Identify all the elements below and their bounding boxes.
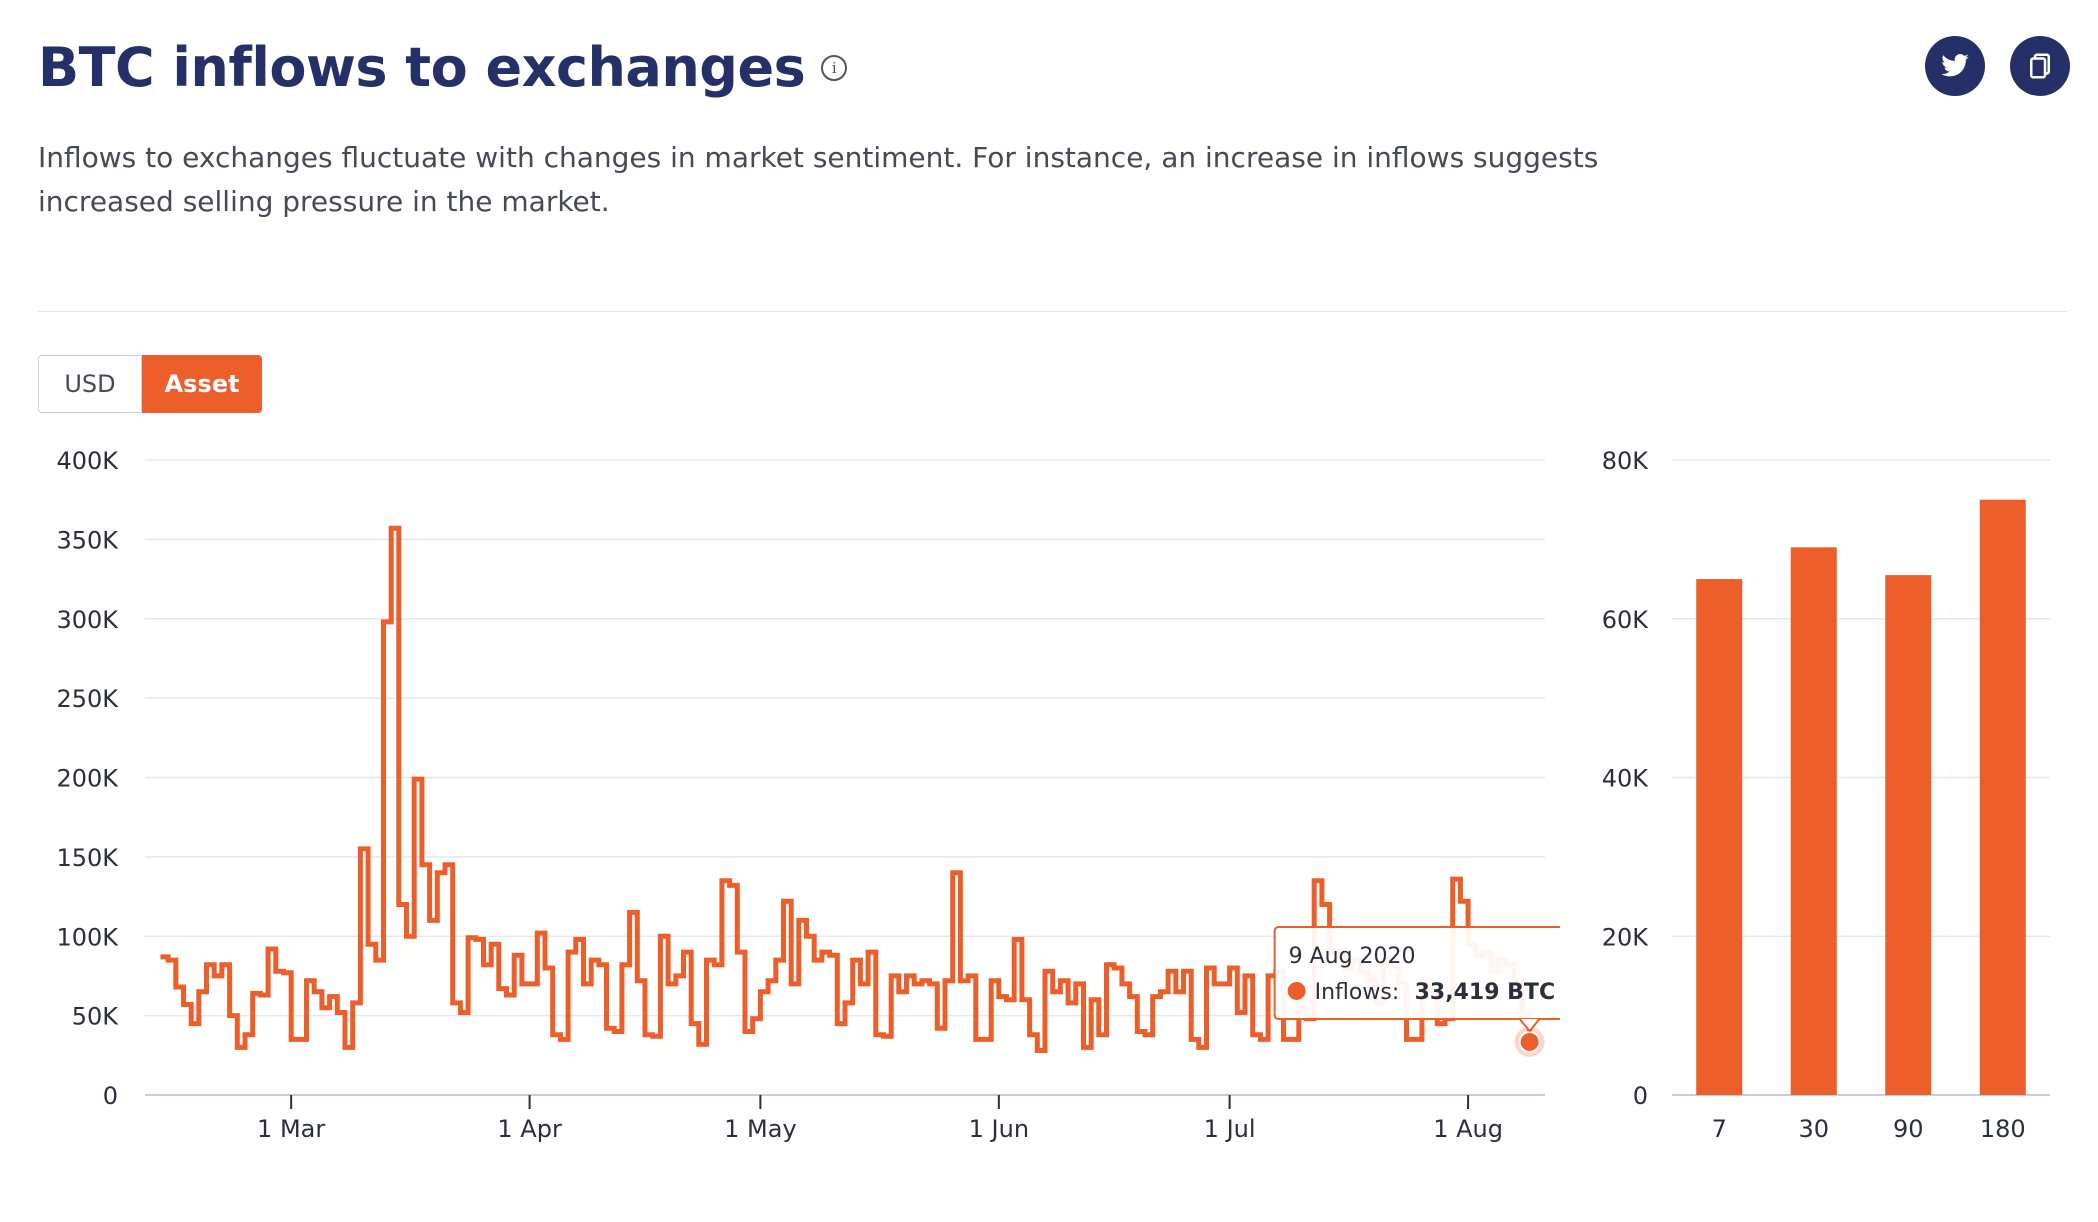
chart-description: Inflows to exchanges fluctuate with chan… xyxy=(38,141,1599,218)
x-tick-label: 7 xyxy=(1712,1115,1727,1143)
bar-180 xyxy=(1979,499,2026,1095)
y-tick-label: 300K xyxy=(56,606,119,634)
copy-icon xyxy=(2030,53,2050,79)
twitter-share-button[interactable] xyxy=(1925,36,1985,96)
info-icon[interactable]: i xyxy=(821,54,848,81)
bar-90 xyxy=(1885,575,1932,1095)
usd-toggle-button[interactable]: USD xyxy=(38,355,142,413)
x-tick-label: 90 xyxy=(1893,1115,1924,1143)
y-tick-label: 0 xyxy=(1633,1082,1648,1110)
x-tick-label: 1 Apr xyxy=(497,1115,562,1143)
x-tick-label: 180 xyxy=(1980,1115,2026,1143)
tooltip: 9 Aug 2020 Inflows: 33,419 BTC xyxy=(1273,925,1560,1033)
y-tick-label: 100K xyxy=(56,923,119,951)
y-tick-label: 250K xyxy=(56,685,119,713)
inflows-line-chart: 0 50K 100K 150K 200K 250K 300K 350K 400K 1 Mar 1 A… xyxy=(56,447,1560,1143)
tooltip-pointer xyxy=(1518,1018,1541,1033)
tooltip-value: 33,419 BTC xyxy=(1415,980,1555,1005)
x-tick-label: 30 xyxy=(1798,1115,1829,1143)
y-tick-label: 20K xyxy=(1602,923,1650,951)
x-tick-label: 1 Jun xyxy=(969,1115,1029,1143)
page-title: BTC inflows to exchanges xyxy=(38,36,806,99)
y-tick-label: 0 xyxy=(103,1082,118,1110)
inflows-bar-chart: 0 20K 40K 60K 80K 7 30 90 180 xyxy=(1602,447,2050,1143)
hover-point xyxy=(1518,1030,1541,1053)
tooltip-series-marker xyxy=(1287,981,1306,1000)
asset-toggle-button[interactable]: Asset xyxy=(142,355,262,413)
tooltip-date: 9 Aug 2020 xyxy=(1289,944,1416,969)
copy-link-button[interactable] xyxy=(2010,36,2070,96)
y-tick-label: 60K xyxy=(1602,606,1650,634)
x-tick-label: 1 Mar xyxy=(257,1115,325,1143)
x-tick-label: 1 Aug xyxy=(1433,1115,1503,1143)
title-row: BTC inflows to exchanges i xyxy=(38,36,848,99)
y-tick-label: 150K xyxy=(56,844,119,872)
y-tick-label: 200K xyxy=(56,765,119,793)
tooltip-series-label: Inflows: xyxy=(1315,980,1400,1005)
y-tick-label: 350K xyxy=(56,526,119,554)
x-tick-label: 1 Jul xyxy=(1204,1115,1256,1143)
bar-7 xyxy=(1696,579,1743,1095)
divider xyxy=(38,311,2068,312)
tooltip-box xyxy=(1273,925,1560,1020)
bar-30 xyxy=(1790,547,1837,1095)
y-tick-label: 40K xyxy=(1602,765,1650,793)
unit-toggle: USD Asset xyxy=(38,355,262,413)
y-tick-label: 80K xyxy=(1602,447,1650,475)
twitter-icon xyxy=(1941,54,1969,77)
y-tick-label: 50K xyxy=(72,1003,120,1031)
y-tick-label: 400K xyxy=(56,447,119,475)
x-tick-label: 1 May xyxy=(724,1115,797,1143)
